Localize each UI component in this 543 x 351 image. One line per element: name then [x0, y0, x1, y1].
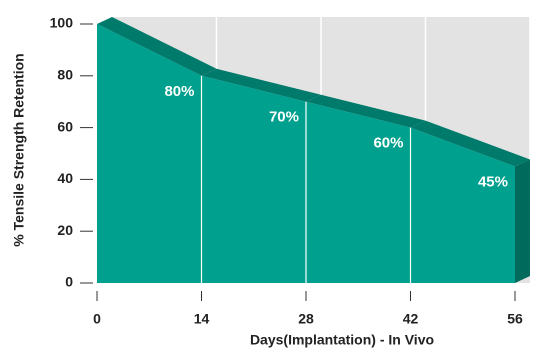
x-tick-label: 42 [403, 311, 419, 327]
x-axis-title: Days(Implantation) - In Vivo [250, 332, 434, 348]
y-tick-label: 60 [57, 118, 73, 134]
x-tick-label: 56 [507, 311, 523, 327]
value-label: 60% [373, 135, 403, 152]
y-tick-label: 0 [65, 274, 73, 290]
y-tick-label: 80 [57, 67, 73, 83]
value-label: 80% [164, 83, 194, 100]
area-top-face [97, 17, 217, 76]
area-side-face [515, 159, 530, 283]
area-top-face [201, 68, 321, 102]
area-top-face [410, 120, 530, 167]
x-tick-label: 14 [194, 311, 210, 327]
area-top-face [306, 94, 426, 128]
value-label: 70% [269, 109, 299, 126]
y-tick-label: 20 [57, 222, 73, 238]
y-tick-label: 100 [50, 15, 74, 31]
y-axis-title: % Tensile Strength Retention [11, 53, 27, 246]
x-tick-label: 28 [298, 311, 314, 327]
y-tick-label: 40 [57, 170, 73, 186]
x-tick-label: 0 [93, 311, 101, 327]
value-label: 45% [478, 173, 508, 190]
